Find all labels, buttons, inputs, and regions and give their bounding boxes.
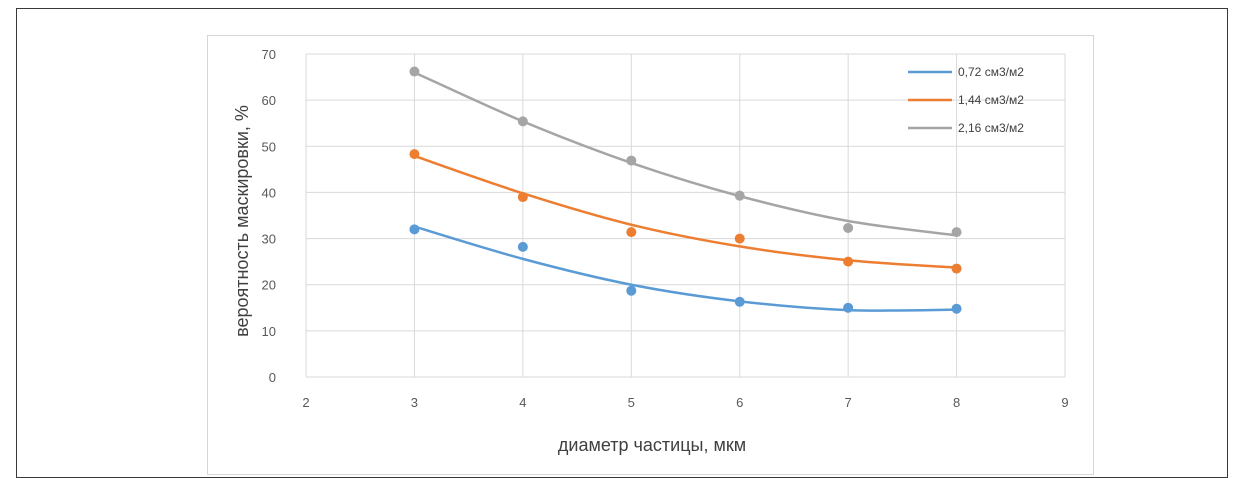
data-point (734, 190, 745, 201)
data-point (626, 227, 637, 238)
series-2 (409, 149, 962, 274)
y-tick-label: 70 (262, 47, 276, 62)
x-tick-label: 2 (302, 395, 309, 410)
series-3 (409, 66, 962, 238)
legend: 0,72 см3/м2 1,44 см3/м2 2,16 см3/м2 (908, 65, 1024, 135)
data-point (517, 241, 528, 252)
y-tick-label: 60 (262, 93, 276, 108)
data-point (843, 222, 854, 233)
x-tick-label: 3 (411, 395, 418, 410)
y-tick-label: 50 (262, 139, 276, 154)
data-point (409, 149, 420, 160)
y-tick-label: 10 (262, 324, 276, 339)
data-point (843, 302, 854, 313)
legend-label: 1,44 см3/м2 (958, 93, 1024, 107)
y-tick-label: 40 (262, 185, 276, 200)
data-point (951, 227, 962, 238)
figure-frame: 0 10 20 30 40 50 60 70 2 3 4 5 6 7 8 9 вероятность мас… (16, 8, 1228, 478)
y-tick-labels: 0 10 20 30 40 50 60 70 (262, 47, 276, 385)
chart-plot: 0 10 20 30 40 50 60 70 2 3 4 5 6 7 8 9 вероятность мас… (232, 47, 1069, 455)
chart-area: 0 10 20 30 40 50 60 70 2 3 4 5 6 7 8 9 вероятность мас… (207, 35, 1094, 475)
data-point (843, 256, 854, 267)
legend-label: 2,16 см3/м2 (958, 121, 1024, 135)
x-tick-label: 8 (953, 395, 960, 410)
y-tick-label: 30 (262, 232, 276, 247)
trend-line (414, 154, 957, 269)
legend-label: 0,72 см3/м2 (958, 65, 1024, 79)
data-point (951, 303, 962, 314)
data-point (734, 233, 745, 244)
x-tick-label: 6 (736, 395, 743, 410)
trend-line (414, 225, 957, 312)
data-point (409, 224, 420, 235)
data-point (734, 296, 745, 307)
series-1 (409, 224, 962, 314)
x-tick-label: 5 (628, 395, 635, 410)
x-tick-label: 9 (1061, 395, 1068, 410)
series-layer (409, 66, 962, 314)
data-point (626, 285, 637, 296)
data-point (517, 192, 528, 203)
y-tick-label: 20 (262, 278, 276, 293)
gridlines (305, 53, 1066, 378)
x-tick-label: 7 (845, 395, 852, 410)
data-point (626, 155, 637, 166)
data-point (409, 66, 420, 77)
x-tick-label: 4 (519, 395, 526, 410)
trend-line (413, 71, 957, 237)
x-axis-title: диаметр частицы, мкм (558, 435, 746, 455)
y-tick-label: 0 (269, 370, 276, 385)
x-tick-labels: 2 3 4 5 6 7 8 9 (302, 395, 1068, 410)
data-point (517, 116, 528, 127)
y-axis-title: вероятность маскировки, % (232, 105, 252, 337)
data-point (951, 263, 962, 274)
